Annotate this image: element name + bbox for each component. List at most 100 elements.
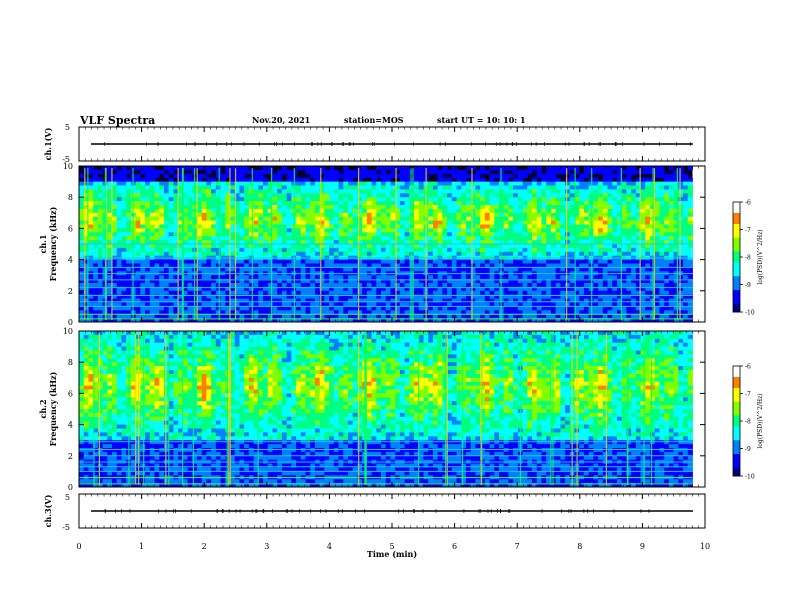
spectrogram-cell	[381, 181, 387, 186]
spectrogram-cell	[579, 298, 585, 303]
spectrogram-cell	[385, 212, 391, 218]
spectrogram-cell	[536, 314, 542, 319]
spectrogram-cell	[244, 232, 250, 237]
spectrogram-cell	[272, 236, 278, 241]
spectrogram-cell	[88, 263, 94, 268]
spectrogram-cell	[428, 181, 434, 186]
spectrogram-cell	[135, 240, 141, 245]
spectrogram-cell	[532, 286, 538, 292]
spectrogram-cell	[267, 205, 273, 210]
spectrogram-cell	[447, 290, 453, 296]
spectrogram-cell	[489, 310, 495, 315]
spectrogram-cell	[612, 185, 618, 190]
spectrogram-cell	[385, 220, 391, 225]
spectrogram-cell	[574, 220, 580, 225]
spectrogram-cell	[357, 251, 363, 257]
spectrogram-cell	[281, 169, 288, 175]
spectrogram-cell	[362, 224, 368, 229]
spectrogram-cell	[381, 263, 387, 268]
spectrogram-cell	[163, 314, 170, 319]
spectrogram-cell	[414, 302, 420, 307]
spectrogram-cell	[673, 189, 679, 194]
spectrogram-cell	[145, 286, 151, 292]
spectrogram-cell	[432, 197, 439, 202]
spectrogram-cell	[112, 177, 118, 182]
spectrogram-cell	[385, 294, 391, 299]
spectrogram-cell	[593, 201, 599, 206]
spectrogram-cell	[352, 294, 358, 299]
spectrogram-cell	[621, 294, 627, 299]
spectrogram-cell	[513, 306, 519, 311]
spectrogram-cell	[385, 189, 391, 194]
spectrogram-cell	[112, 310, 118, 315]
spectrogram-cell	[362, 318, 368, 323]
spectrogram-cell	[371, 236, 377, 241]
spectrogram-cell	[593, 294, 599, 299]
spectrogram-cell	[159, 247, 165, 253]
spectrogram-cell	[631, 286, 637, 292]
spectrogram-cell	[168, 228, 174, 233]
spectrogram-cell	[347, 314, 354, 319]
spectrogram-cell	[428, 302, 434, 307]
spectrogram-cell	[532, 275, 538, 280]
spectrogram-cell	[668, 228, 674, 233]
spectrogram-cell	[579, 244, 585, 249]
spectrogram-cell	[409, 286, 415, 292]
spectrogram-cell	[574, 310, 580, 315]
spectrogram-cell	[527, 169, 533, 175]
spectrogram-cell	[616, 302, 623, 307]
spectrogram-cell	[428, 201, 434, 206]
spectrogram-cell	[357, 267, 363, 272]
spectrogram-cell	[574, 205, 580, 210]
spectrogram-cell	[489, 279, 495, 284]
spectrogram-cell	[258, 251, 264, 257]
spectrogram-cell	[668, 185, 674, 190]
spectrogram-cell	[168, 294, 174, 299]
spectrogram-cell	[489, 220, 495, 225]
spectrogram-cell	[451, 220, 457, 225]
spectrogram-cell	[489, 208, 495, 214]
spectrogram-cell	[182, 224, 188, 229]
spectrogram-cell	[163, 279, 170, 284]
spectrogram-cell	[352, 169, 358, 175]
spectrogram-cell	[140, 314, 146, 319]
spectrogram-cell	[248, 189, 255, 194]
spectrogram-cell	[305, 212, 311, 218]
spectrogram-cell	[362, 169, 368, 175]
spectrogram-cell	[579, 240, 585, 245]
spectrogram-cell	[93, 189, 99, 194]
spectrogram-cell	[546, 279, 552, 284]
spectrogram-cell	[565, 232, 571, 237]
spectrogram-cell	[447, 310, 453, 315]
spectrogram-cell	[522, 247, 528, 253]
spectrogram-cell	[432, 247, 439, 253]
spectrogram-cell	[230, 181, 236, 186]
spectrogram-cell	[116, 244, 122, 249]
spectrogram-cell	[107, 302, 113, 307]
spectrogram-cell	[569, 314, 575, 319]
spectrogram-cell	[253, 193, 259, 198]
spectrogram-cell	[121, 247, 127, 253]
spectrogram-cell	[272, 283, 278, 288]
spectrogram-cell	[201, 294, 207, 299]
spectrogram-cell	[352, 259, 358, 264]
spectrogram-cell	[381, 177, 387, 182]
spectrogram-cell	[565, 169, 571, 175]
spectrogram-cell	[607, 216, 613, 221]
spectrogram-cell	[343, 247, 349, 253]
spectrogram-cell	[390, 306, 396, 311]
spectrogram-cell	[154, 286, 160, 292]
spectrogram-cell	[201, 181, 207, 186]
spectrogram-cell	[536, 166, 542, 171]
spectrogram-cell	[121, 193, 127, 198]
spectrogram-cell	[135, 275, 141, 280]
spectrogram-cell	[286, 314, 292, 319]
spectrogram-cell	[300, 263, 306, 268]
spectrogram-cell	[182, 228, 188, 233]
spectrogram-cell	[390, 263, 396, 268]
spectrogram-cell	[300, 259, 306, 264]
spectrogram-cell	[220, 232, 226, 237]
spectrogram-cell	[480, 208, 486, 214]
spectrogram-cell	[376, 212, 382, 218]
spectrogram-cell	[88, 247, 94, 253]
